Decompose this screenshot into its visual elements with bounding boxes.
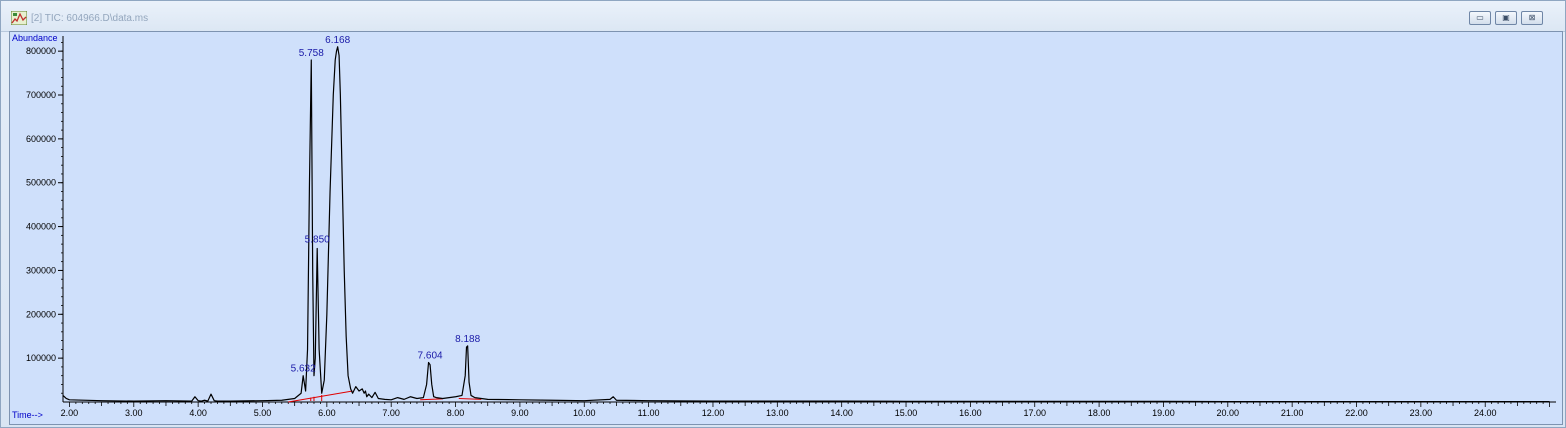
y-tick-label: 200000 xyxy=(26,309,56,319)
x-tick-label: 24.00 xyxy=(1474,408,1497,418)
y-tick-label: 800000 xyxy=(26,46,56,56)
integration-baseline xyxy=(458,397,482,400)
y-tick-label: 700000 xyxy=(26,90,56,100)
x-tick-label: 23.00 xyxy=(1410,408,1433,418)
x-tick-label: 5.00 xyxy=(254,408,272,418)
x-axis-label: Time--> xyxy=(12,410,43,420)
peak-label: 6.168 xyxy=(325,35,350,46)
y-tick-label: 100000 xyxy=(26,353,56,363)
peak-label: 5.850 xyxy=(305,234,330,245)
integration-baseline xyxy=(420,398,443,401)
x-tick-label: 9.00 xyxy=(511,408,529,418)
tic-trace xyxy=(62,46,1550,403)
peak-label: 8.188 xyxy=(455,334,480,345)
y-tick-label: 500000 xyxy=(26,178,56,188)
peak-label: 5.632 xyxy=(291,364,316,375)
tic-chart: Abundance Time--> 2.00 3.00 4.00 5.00 6.00 7.… xyxy=(12,33,1556,420)
window-title: [2] TIC: 604966.D\data.ms xyxy=(31,13,149,24)
axes: 2.00 3.00 4.00 5.00 6.00 7.00 8.00 9.00 10.00 11.… xyxy=(26,36,1556,418)
x-tick-label: 13.00 xyxy=(766,408,789,418)
x-tick-label: 7.00 xyxy=(382,408,400,418)
x-tick-label: 19.00 xyxy=(1152,408,1175,418)
x-tick-label: 16.00 xyxy=(959,408,982,418)
y-tick-label: 600000 xyxy=(26,134,56,144)
x-tick-label: 22.00 xyxy=(1345,408,1368,418)
x-tick-label: 17.00 xyxy=(1023,408,1046,418)
x-tick-label: 18.00 xyxy=(1088,408,1111,418)
integration-baselines xyxy=(288,390,482,403)
integration-baseline xyxy=(288,390,353,403)
y-tick-label: 400000 xyxy=(26,222,56,232)
traces xyxy=(62,46,1550,403)
x-tick-label: 12.00 xyxy=(702,408,725,418)
plot-area[interactable]: Abundance Time--> 2.00 3.00 4.00 5.00 6.00 7.… xyxy=(9,31,1563,425)
x-tick-label: 10.00 xyxy=(573,408,596,418)
y-tick-label: 300000 xyxy=(26,265,56,275)
peak-label: 7.604 xyxy=(418,351,443,362)
x-tick-label: 2.00 xyxy=(61,408,79,418)
x-tick-label: 4.00 xyxy=(189,408,207,418)
x-tick-label: 14.00 xyxy=(830,408,853,418)
y-axis-label: Abundance xyxy=(12,33,58,43)
maximize-button[interactable]: ▣ xyxy=(1495,11,1517,25)
title-bar[interactable]: [2] TIC: 604966.D\data.ms ▭ ▣ ⊠ xyxy=(1,1,1565,32)
close-button[interactable]: ⊠ xyxy=(1521,11,1543,25)
x-tick-label: 6.00 xyxy=(318,408,336,418)
x-tick-label: 20.00 xyxy=(1217,408,1240,418)
x-tick-label: 15.00 xyxy=(895,408,918,418)
minimize-button[interactable]: ▭ xyxy=(1469,11,1491,25)
x-tick-label: 21.00 xyxy=(1281,408,1304,418)
x-tick-label: 11.00 xyxy=(638,408,660,418)
chromatogram-icon xyxy=(11,11,27,25)
peak-label: 5.758 xyxy=(299,48,324,59)
x-tick-label: 3.00 xyxy=(125,408,143,418)
x-tick-label: 8.00 xyxy=(447,408,465,418)
